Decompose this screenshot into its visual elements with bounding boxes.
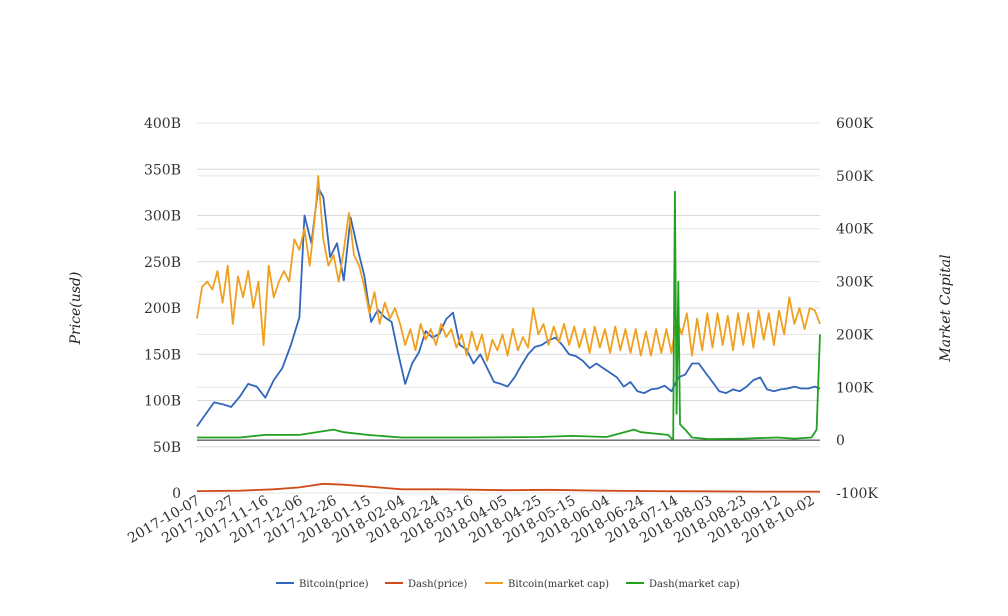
grid-lines	[197, 122, 820, 494]
series-line	[197, 190, 821, 441]
series-line	[196, 175, 821, 362]
right-tick-label: 300K	[836, 275, 874, 291]
right-tick-label: -100K	[836, 486, 878, 502]
right-tick-label: 100K	[836, 380, 874, 396]
right-tick-label: 200K	[836, 327, 874, 343]
series-lines	[196, 175, 821, 493]
right-tick-label: 400K	[836, 222, 874, 238]
left-tick-label: 100B	[144, 394, 181, 410]
left-tick-label: 400B	[144, 116, 181, 132]
left-tick-label: 200B	[144, 301, 181, 317]
right-tick-label: 500K	[836, 169, 874, 185]
legend-label: Dash(market cap)	[649, 579, 740, 590]
series-line	[196, 186, 821, 427]
legend-label: Dash(price)	[408, 579, 467, 590]
left-tick-label: 300B	[144, 209, 181, 225]
left-axis-title: Price(usd)	[68, 272, 84, 346]
legend-item: Dash(market cap)	[626, 579, 740, 590]
legend-item: Dash(price)	[385, 579, 467, 590]
legend-item: Bitcoin(market cap)	[485, 579, 609, 590]
x-axis-ticks: 2017-10-072017-10-272017-11-162017-12-06…	[125, 493, 817, 547]
left-tick-label: 350B	[144, 162, 181, 178]
right-axis-ticks: -100K 0 100K 200K 300K 400K 500K 600K	[836, 116, 878, 502]
series-line	[196, 482, 820, 493]
right-tick-label: 600K	[836, 116, 874, 132]
left-tick-label: 50B	[153, 440, 181, 456]
right-axis-title: Market Capital	[938, 254, 954, 362]
legend-label: Bitcoin(price)	[299, 579, 369, 590]
left-tick-label: 250B	[144, 255, 181, 271]
legend: Bitcoin(price) Dash(price) Bitcoin(market …	[276, 579, 740, 590]
legend-label: Bitcoin(market cap)	[508, 579, 609, 590]
left-tick-label: 150B	[144, 347, 181, 363]
left-axis-ticks: 0 50B 100B 150B 200B 250B 300B 350B 400B	[144, 116, 181, 502]
legend-item: Bitcoin(price)	[276, 579, 369, 590]
left-tick-label: 0	[172, 486, 181, 502]
right-tick-label: 0	[836, 433, 845, 449]
